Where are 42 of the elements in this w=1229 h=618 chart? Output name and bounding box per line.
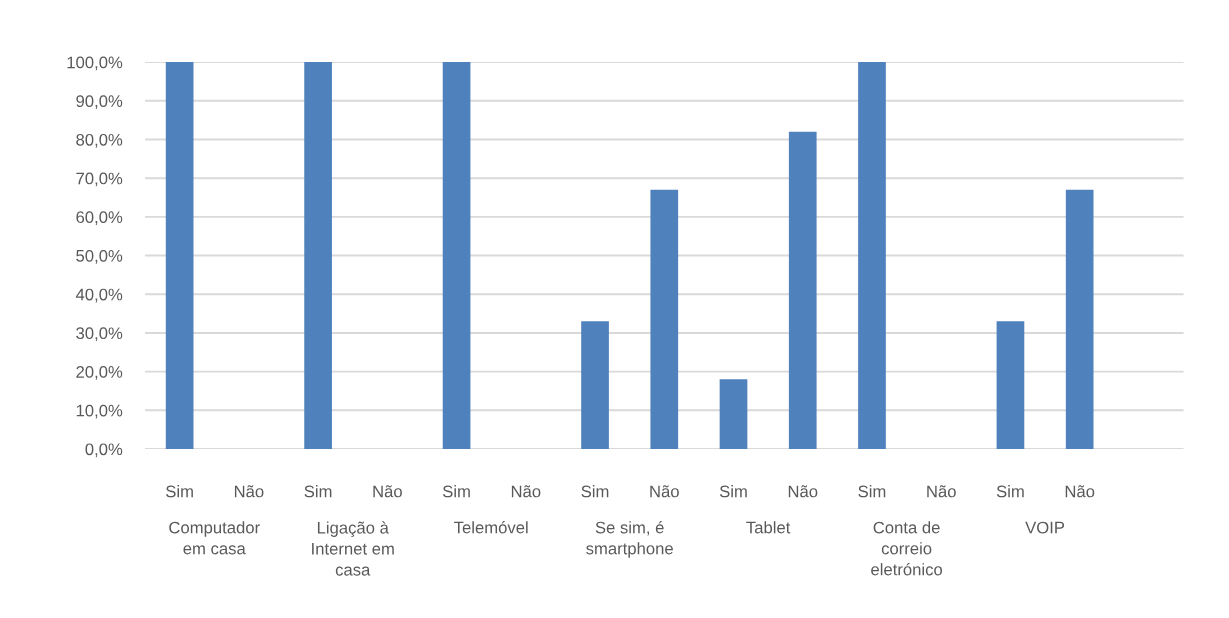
bar <box>996 321 1025 449</box>
bar <box>165 62 194 449</box>
x-tick-label: Não <box>373 485 402 498</box>
x-tick-label: Não <box>234 485 264 498</box>
bar <box>304 62 332 449</box>
x-tick-label: Sim <box>442 485 470 498</box>
x-tick-label: Não <box>511 485 541 498</box>
bar <box>650 189 679 449</box>
y-tick-label: 10,0% <box>76 404 123 419</box>
x-tick-label: Não <box>650 485 679 498</box>
y-tick-label: 50,0% <box>76 249 123 264</box>
x-tick-label: Não <box>927 485 956 498</box>
bar <box>719 379 748 449</box>
text: Telemóvel <box>454 521 528 534</box>
y-tick-label: 90,0% <box>76 95 123 109</box>
y-tick-label: 20,0% <box>76 366 123 380</box>
y-tick-label: 30,0% <box>76 327 123 342</box>
bar <box>442 62 471 449</box>
y-tick-label: 60,0% <box>76 211 123 226</box>
y-tick-label: 70,0% <box>76 172 123 187</box>
y-tick-label: 100,0% <box>67 56 123 71</box>
x-tick-label: Sim <box>304 485 332 498</box>
bar <box>788 131 817 449</box>
y-tick-label: 0,0% <box>85 443 123 458</box>
text: VOIP <box>1025 521 1065 534</box>
x-tick-label: Sim <box>996 485 1024 498</box>
text: Tablet <box>746 521 791 534</box>
text: Se sim, é smartphone <box>586 521 673 558</box>
x-tick-label: Não <box>788 485 818 498</box>
bar <box>581 321 609 449</box>
x-tick-label: Não <box>1065 485 1095 498</box>
text: Conta de correio eletrónico <box>871 521 943 576</box>
text: Ligação à Internet em casa <box>312 521 394 576</box>
y-tick-label: 40,0% <box>75 288 123 303</box>
bar <box>1065 189 1094 449</box>
text: Computador em casa <box>169 521 260 555</box>
y-tick-label: 80,0% <box>76 133 123 148</box>
x-tick-label: Sim <box>719 485 747 498</box>
x-tick-label: Sim <box>166 485 193 498</box>
bar <box>858 62 886 449</box>
x-tick-label: Sim <box>858 485 886 498</box>
x-tick-label: Sim <box>581 485 609 498</box>
